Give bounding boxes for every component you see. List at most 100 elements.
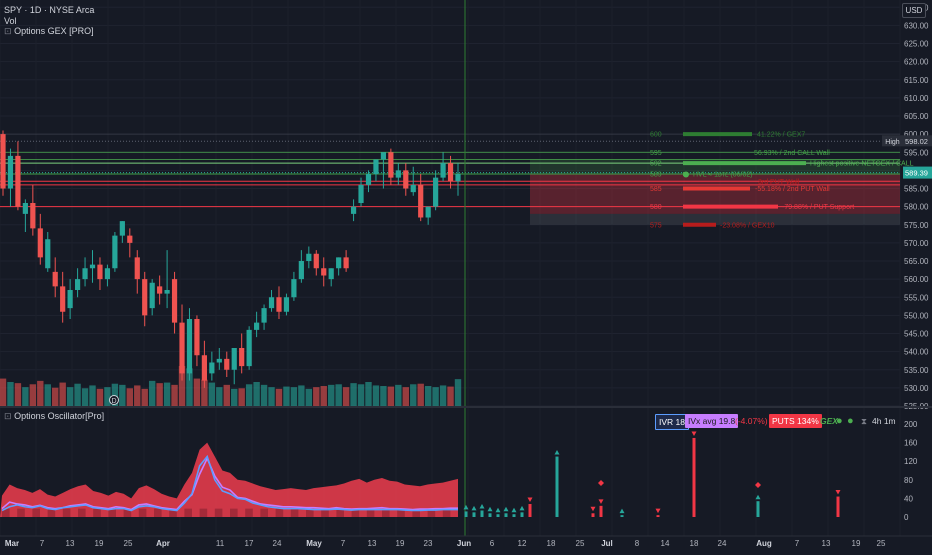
put-ratio-area (0, 442, 458, 517)
candle-body[interactable] (0, 134, 6, 189)
candle-body[interactable] (239, 348, 245, 367)
time-tick-label: 12 (518, 539, 527, 548)
candle-body[interactable] (164, 290, 170, 294)
candle-body[interactable] (425, 206, 431, 218)
candle-body[interactable] (358, 184, 364, 203)
candle-body[interactable] (30, 203, 36, 229)
volume-bar (22, 387, 29, 406)
candle-body[interactable] (313, 253, 319, 269)
volume-bar (402, 387, 409, 406)
time-tick-label: 18 (690, 539, 699, 548)
candle-body[interactable] (157, 286, 163, 294)
candle-body[interactable] (15, 155, 21, 207)
candle-body[interactable] (104, 268, 111, 280)
candle-body[interactable] (82, 268, 88, 280)
volume-bar (74, 383, 81, 406)
time-tick-label: 19 (852, 539, 861, 548)
candle-body[interactable] (97, 264, 103, 280)
candle-body[interactable] (395, 170, 401, 178)
candles[interactable]: D (0, 130, 461, 406)
candle-body[interactable] (216, 358, 222, 363)
candle-body[interactable] (149, 282, 155, 309)
candle-body[interactable] (45, 239, 51, 269)
candle-body[interactable] (343, 257, 349, 269)
oscillator-base-band (290, 508, 299, 517)
volume-bar (357, 384, 365, 406)
candle-body[interactable] (418, 184, 424, 218)
price-tick-label: 530.00 (904, 384, 929, 393)
candle-body[interactable] (37, 228, 43, 258)
candle-body[interactable] (74, 279, 81, 290)
gex-indicator-label[interactable]: ⊡ Options GEX [PRO] (4, 26, 94, 37)
candle-body[interactable] (433, 177, 439, 207)
price-tick-label: 625.00 (904, 40, 929, 49)
price-axis[interactable]: 635.00630.00625.00620.00615.00610.00605.… (882, 3, 932, 411)
candle-body[interactable] (447, 163, 454, 182)
candle-body[interactable] (231, 348, 237, 370)
candle-body[interactable] (7, 155, 14, 189)
candle-body[interactable] (52, 271, 58, 287)
dividend-marker-icon[interactable] (109, 395, 119, 405)
candle-body[interactable] (89, 264, 96, 269)
candle-body[interactable] (283, 297, 290, 312)
candle-body[interactable] (328, 268, 334, 280)
candle-body[interactable] (291, 279, 297, 298)
candle-body[interactable] (350, 206, 357, 214)
candle-body[interactable] (60, 286, 66, 312)
time-tick-label: 23 (424, 539, 433, 548)
candle-body[interactable] (171, 279, 178, 323)
oscillator-base-band (412, 508, 420, 517)
oscillator-label[interactable]: ⊡ Options Oscillator[Pro] (4, 411, 104, 422)
candle-body[interactable] (67, 290, 73, 309)
gex-level-label: HVL ≈ 1ᴅᴛᴇ (06/02) (693, 172, 753, 179)
volume-bar (268, 387, 275, 406)
candle-body[interactable] (403, 170, 409, 189)
price-tick-label: 620.00 (904, 58, 929, 67)
candle-body[interactable] (186, 319, 193, 374)
candle-body[interactable] (321, 268, 327, 276)
price-tick-label: 535.00 (904, 366, 929, 375)
candle-body[interactable] (373, 159, 379, 175)
time-axis[interactable]: Mar 7 13 19 25 Apr 11 17 24 May 7 13 19 23 Jun 6 12 18 25 J… (0, 535, 932, 548)
candle-body[interactable] (261, 308, 267, 323)
candle-body[interactable] (134, 257, 140, 280)
candle-body[interactable] (388, 152, 394, 178)
vol-label[interactable]: Vol (4, 16, 17, 26)
candle-body[interactable] (380, 152, 387, 160)
candle-body[interactable] (365, 174, 372, 185)
candle-body[interactable] (224, 358, 230, 370)
oscillator-pane[interactable] (0, 406, 932, 517)
candle-body[interactable] (201, 355, 207, 381)
time-tick-label: 24 (273, 539, 282, 548)
triangle-up-icon (463, 504, 469, 510)
candle-body[interactable] (119, 221, 125, 236)
diamond-marker-icon (755, 482, 761, 488)
volume-bar (365, 382, 372, 406)
candle-body[interactable] (440, 163, 446, 178)
candle-body[interactable] (254, 322, 260, 330)
ivr-badge: IVR 18 (655, 414, 689, 430)
candle-body[interactable] (179, 322, 185, 374)
candle-body[interactable] (246, 329, 252, 367)
currency-button[interactable]: USD (902, 3, 926, 18)
candle-body[interactable] (276, 297, 282, 312)
expiry-gex-bar (520, 512, 524, 517)
candle-body[interactable] (194, 319, 200, 356)
candle-body[interactable] (112, 235, 118, 269)
candle-body[interactable] (268, 297, 275, 309)
volume-bar (14, 383, 22, 406)
candle-body[interactable] (142, 279, 148, 316)
symbol-title[interactable]: SPY · 1D · NYSE Arca (4, 5, 95, 15)
candle-body[interactable] (455, 174, 461, 182)
time-tick-label: 13 (66, 539, 75, 548)
candle-body[interactable] (22, 203, 28, 214)
candle-body[interactable] (336, 257, 342, 269)
candle-body[interactable] (306, 253, 312, 261)
candle-body[interactable] (298, 261, 304, 280)
last-price-label: 589.39 (905, 169, 928, 178)
candle-body[interactable] (410, 184, 416, 193)
candle-body[interactable] (127, 235, 133, 243)
candle-body[interactable] (209, 362, 215, 374)
